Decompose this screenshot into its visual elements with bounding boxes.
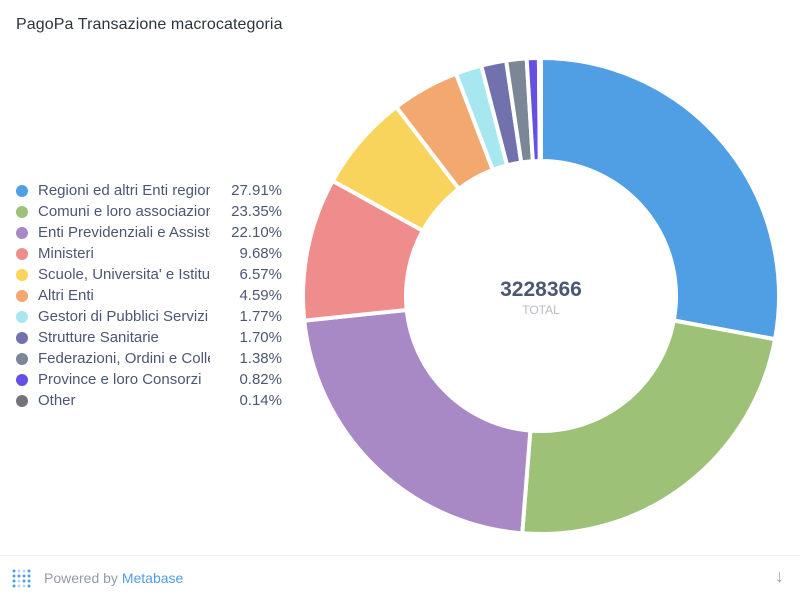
legend-percent: 9.68% <box>239 245 282 262</box>
legend-label: Province e loro Consorzi <box>38 371 202 388</box>
legend-dot-icon <box>16 310 28 323</box>
legend-item[interactable]: Regioni ed altri Enti regionali 27.91% <box>16 180 286 201</box>
legend-item[interactable]: Province e loro Consorzi 0.82% <box>16 369 286 390</box>
legend-label: Scuole, Universita' e Istituti <box>38 266 210 283</box>
legend-dot-icon <box>16 205 28 218</box>
legend-dot-icon <box>16 373 28 386</box>
legend-percent: 22.10% <box>231 224 282 241</box>
legend-dot-icon <box>16 226 28 239</box>
legend-label: Regioni ed altri Enti regionali <box>38 182 210 199</box>
legend-item[interactable]: Scuole, Universita' e Istituti 6.57% <box>16 264 286 285</box>
legend-label: Altri Enti <box>38 287 94 304</box>
legend-dot-icon <box>16 184 28 197</box>
total-label: TOTAL <box>522 303 560 317</box>
donut-slice[interactable] <box>536 56 543 164</box>
legend-percent: 23.35% <box>231 203 282 220</box>
legend-percent: 27.91% <box>231 182 282 199</box>
legend-label: Strutture Sanitarie <box>38 329 159 346</box>
legend-percent: 1.38% <box>239 350 282 367</box>
legend-label: Gestori di Pubblici Servizi <box>38 308 209 325</box>
legend-item[interactable]: Strutture Sanitarie 1.70% <box>16 327 286 348</box>
legend: Regioni ed altri Enti regionali 27.91% Com… <box>16 180 286 411</box>
legend-dot-icon <box>16 268 28 281</box>
legend-item[interactable]: Ministeri 9.68% <box>16 243 286 264</box>
legend-label: Other <box>38 392 76 409</box>
legend-label: Federazioni, Ordini e Collegi <box>38 350 210 367</box>
legend-dot-icon <box>16 247 28 260</box>
legend-dot-icon <box>16 394 28 407</box>
metabase-logo-icon <box>12 569 31 588</box>
legend-dot-icon <box>16 352 28 365</box>
download-icon[interactable]: ↓ <box>775 566 784 586</box>
metabase-link[interactable]: Metabase <box>121 570 184 586</box>
legend-item[interactable]: Enti Previdenziali e Assistenziali 22.10% <box>16 222 286 243</box>
chart-title: PagoPa Transazione macrocategoria <box>16 16 283 33</box>
donut-slice[interactable] <box>539 56 781 342</box>
donut-slice[interactable] <box>520 318 778 536</box>
legend-percent: 1.70% <box>239 329 282 346</box>
legend-item[interactable]: Altri Enti 4.59% <box>16 285 286 306</box>
legend-percent: 6.57% <box>239 266 282 283</box>
legend-label: Ministeri <box>38 245 94 262</box>
donut-slice[interactable] <box>302 307 533 536</box>
donut-chart: 3228366 TOTAL <box>301 56 781 536</box>
legend-dot-icon <box>16 289 28 302</box>
legend-item[interactable]: Gestori di Pubblici Servizi 1.77% <box>16 306 286 327</box>
legend-item[interactable]: Federazioni, Ordini e Collegi 1.38% <box>16 348 286 369</box>
legend-label: Comuni e loro associazioni <box>38 203 210 220</box>
legend-label: Enti Previdenziali e Assistenziali <box>38 224 210 241</box>
legend-percent: 0.82% <box>239 371 282 388</box>
powered-by-label: Powered by <box>44 570 122 586</box>
legend-dot-icon <box>16 331 28 344</box>
legend-percent: 4.59% <box>239 287 282 304</box>
legend-item[interactable]: Comuni e loro associazioni 23.35% <box>16 201 286 222</box>
footer: Powered by Metabase ↓ <box>0 555 800 600</box>
legend-percent: 0.14% <box>239 392 282 409</box>
total-value: 3228366 <box>500 278 582 301</box>
legend-item[interactable]: Other 0.14% <box>16 390 286 411</box>
legend-percent: 1.77% <box>239 308 282 325</box>
powered-by-text: Powered by Metabase <box>44 570 183 586</box>
